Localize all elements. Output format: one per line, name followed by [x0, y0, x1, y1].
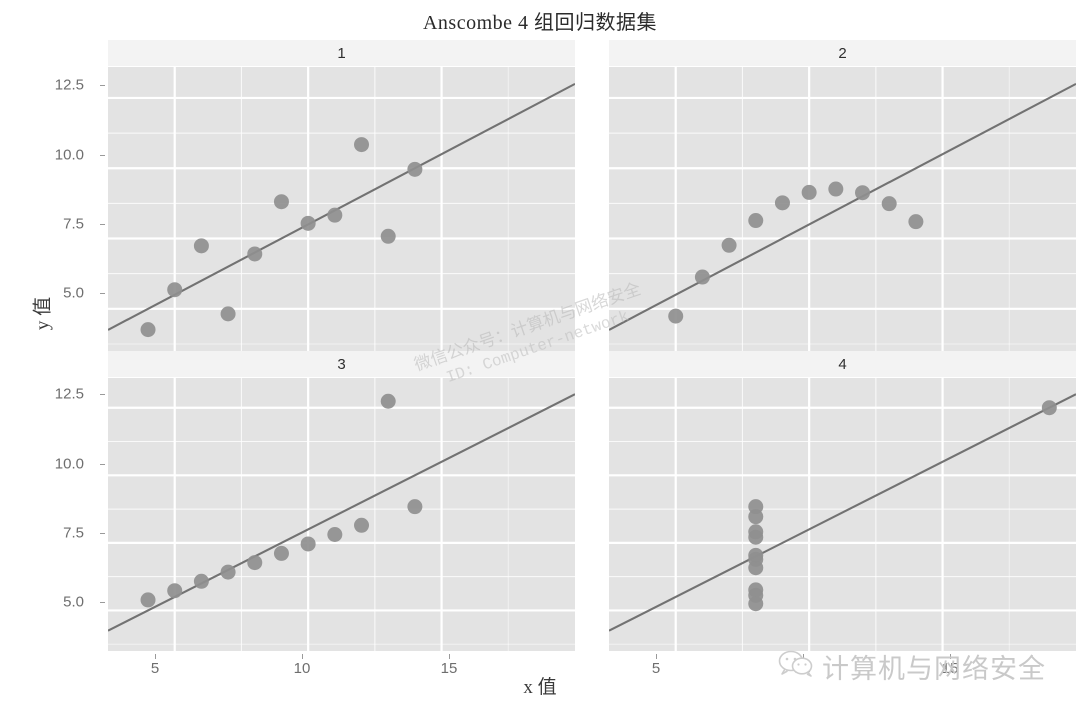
y-tick-mark: [100, 394, 105, 395]
x-tick-mark: [449, 654, 450, 659]
x-tick-mark: [155, 654, 156, 659]
x-tick-label: 5: [150, 660, 160, 677]
y-tick-mark: [100, 224, 105, 225]
y-tick-mark: [100, 464, 105, 465]
scatter-plot-4: [609, 378, 1076, 651]
plot-area-1[interactable]: [108, 67, 575, 351]
y-tick-mark: [100, 533, 105, 534]
y-tick-mark: [100, 602, 105, 603]
facet-strip-label-2: 2: [609, 40, 1076, 66]
x-tick-mark: [302, 654, 303, 659]
y-tick-mark: [100, 293, 105, 294]
facet-strip-label-1: 1: [108, 40, 575, 66]
y-tick-label: 12.5: [54, 76, 84, 94]
facet-strip-label-4: 4: [609, 351, 1076, 377]
plot-area-2[interactable]: [609, 67, 1076, 351]
scatter-plot-2: [609, 67, 1076, 351]
y-tick-label: 12.5: [54, 385, 84, 403]
x-tick-label: 15: [941, 660, 959, 677]
x-tick-mark: [803, 654, 804, 659]
x-axis-title: x 值: [523, 677, 557, 698]
x-tick-mark: [656, 654, 657, 659]
x-tick-label: 10: [794, 660, 812, 677]
x-tick-label: 15: [440, 660, 458, 677]
plot-area-3[interactable]: [108, 378, 575, 651]
y-tick-label: 7.5: [63, 524, 84, 542]
scatter-plot-1: [108, 67, 575, 351]
y-tick-mark: [100, 85, 105, 86]
y-tick-label: 5.0: [63, 593, 84, 611]
plot-area-4[interactable]: [609, 378, 1076, 651]
page-title: Anscombe 4 组回归数据集: [422, 12, 658, 34]
y-tick-label: 5.0: [63, 284, 84, 302]
scatter-plot-3: [108, 378, 575, 651]
y-tick-label: 10.0: [54, 146, 84, 164]
x-tick-label: 5: [651, 660, 661, 677]
facet-panel-3: 3: [108, 351, 575, 651]
facet-panel-4: 4: [609, 351, 1076, 651]
x-tick-label: 10: [293, 660, 311, 677]
y-tick-mark: [100, 155, 105, 156]
facet-panel-1: 1: [108, 40, 575, 351]
x-tick-mark: [950, 654, 951, 659]
facet-panel-2: 2: [609, 40, 1076, 351]
y-tick-label: 7.5: [63, 215, 84, 233]
facet-strip-label-3: 3: [108, 351, 575, 377]
y-tick-label: 10.0: [54, 455, 84, 473]
